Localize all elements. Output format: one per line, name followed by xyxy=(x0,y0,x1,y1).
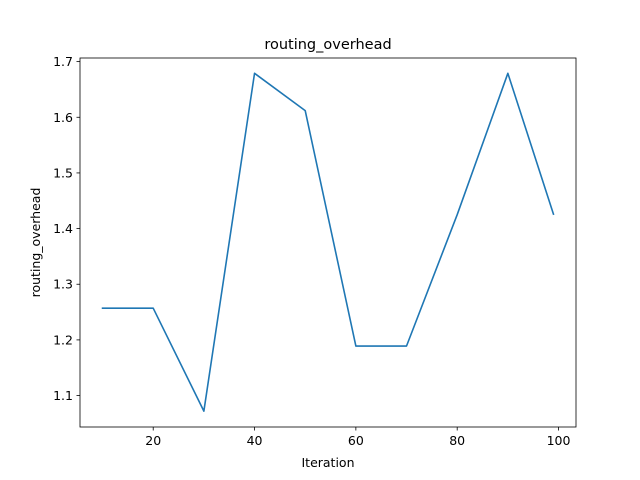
chart-title: routing_overhead xyxy=(264,37,391,53)
y-axis: 1.1 1.2 1.3 1.4 1.5 1.6 1.7 xyxy=(53,54,80,403)
y-axis-label: routing_overhead xyxy=(28,188,43,298)
y-tick-label: 1.2 xyxy=(53,332,73,347)
series-layer xyxy=(101,72,555,412)
x-tick-label: 60 xyxy=(348,433,364,448)
y-tick-label: 1.6 xyxy=(53,110,73,125)
x-tick-label: 40 xyxy=(247,433,263,448)
x-axis: 20 40 60 80 100 xyxy=(145,427,570,448)
y-tick-label: 1.1 xyxy=(53,388,73,403)
y-tick-label: 1.4 xyxy=(53,221,73,236)
y-tick-label: 1.5 xyxy=(53,165,73,180)
x-tick-label: 20 xyxy=(145,433,161,448)
x-tick-label: 80 xyxy=(449,433,465,448)
series-line-0 xyxy=(101,72,555,412)
y-tick-label: 1.7 xyxy=(53,54,73,69)
x-tick-label: 100 xyxy=(547,433,571,448)
plot-frame xyxy=(79,57,577,428)
y-tick-label: 1.3 xyxy=(53,277,73,292)
x-axis-label: Iteration xyxy=(301,455,354,470)
plot-area xyxy=(80,58,576,427)
